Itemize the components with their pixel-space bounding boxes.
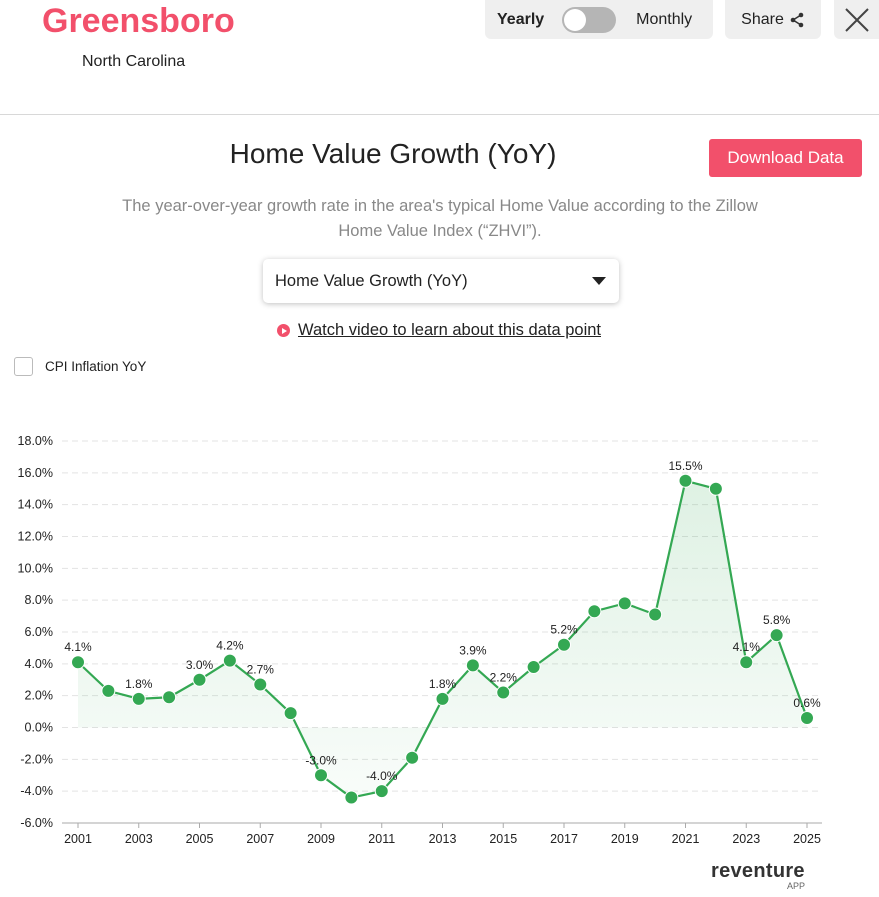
y-tick-label: 0.0% — [25, 721, 54, 735]
city-name: Greensboro — [42, 2, 235, 40]
toggle-yearly-label: Yearly — [497, 10, 545, 28]
data-point — [192, 672, 207, 687]
data-point — [253, 677, 268, 692]
caret-down-icon — [592, 277, 606, 285]
x-tick-label: 2011 — [368, 832, 395, 846]
data-point — [405, 750, 420, 765]
page-title: Home Value Growth (YoY) — [229, 138, 557, 169]
data-point — [101, 683, 116, 698]
share-button[interactable]: Share — [725, 0, 821, 39]
y-tick-label: 4.0% — [25, 657, 54, 671]
share-label: Share — [741, 10, 784, 28]
data-point — [769, 628, 784, 643]
close-button[interactable] — [834, 0, 879, 39]
data-label: 4.2% — [216, 639, 244, 653]
x-tick-label: 2023 — [732, 832, 760, 846]
y-tick-label: -4.0% — [20, 784, 53, 798]
data-label: 0.6% — [793, 696, 821, 710]
data-point — [374, 784, 389, 799]
toggle-knob — [564, 8, 587, 31]
data-label: 2.2% — [490, 670, 518, 684]
data-label: 2.7% — [247, 663, 275, 677]
y-tick-label: 16.0% — [18, 466, 53, 480]
data-label: 1.8% — [429, 677, 457, 691]
data-point — [617, 596, 632, 611]
data-label: 15.5% — [668, 459, 702, 473]
data-point — [283, 706, 298, 721]
data-label: 3.0% — [186, 658, 214, 672]
divider — [0, 114, 879, 115]
data-point — [465, 658, 480, 673]
description: The year-over-year growth rate in the ar… — [122, 197, 758, 240]
x-tick-label: 2007 — [246, 832, 274, 846]
home-value-growth-chart: -6.0% -4.0% -2.0% 0.0% 2.0% 4.0% 6.0% 8.0% 10.0%… — [18, 434, 822, 846]
y-tick-label: 6.0% — [25, 625, 54, 639]
data-point — [526, 660, 541, 675]
data-label: -4.0% — [366, 769, 398, 783]
x-tick-label: 2013 — [429, 832, 457, 846]
x-tick-label: 2025 — [793, 832, 821, 846]
reventure-logo-sub: APP — [787, 881, 806, 891]
x-tick-label: 2001 — [64, 832, 92, 846]
data-point — [708, 481, 723, 496]
data-point — [71, 655, 85, 670]
y-tick-label: 8.0% — [25, 593, 54, 607]
data-label: 1.8% — [125, 677, 153, 691]
cpi-checkbox[interactable] — [14, 357, 33, 376]
data-label: 5.2% — [550, 623, 578, 637]
data-label: 4.1% — [733, 640, 761, 654]
x-tick-label: 2019 — [611, 832, 639, 846]
y-tick-label: 2.0% — [25, 689, 54, 703]
data-point — [222, 653, 237, 668]
y-tick-label: 10.0% — [18, 561, 53, 575]
data-label: 5.8% — [763, 613, 791, 627]
toggle-switch[interactable] — [562, 6, 617, 33]
x-tick-label: 2017 — [550, 832, 578, 846]
area-fill — [78, 480, 807, 798]
data-point — [557, 637, 571, 652]
x-tick-label: 2003 — [125, 832, 153, 846]
y-tick-label: 12.0% — [18, 530, 53, 544]
share-icon — [790, 12, 804, 27]
data-point — [314, 768, 328, 783]
metric-select-value: Home Value Growth (YoY) — [275, 271, 468, 290]
x-tick-label: 2015 — [489, 832, 517, 846]
frequency-toggle[interactable]: Yearly Monthly — [485, 0, 713, 39]
data-point — [800, 710, 814, 725]
data-label: -3.0% — [305, 753, 337, 767]
play-icon — [277, 324, 290, 337]
data-point — [678, 473, 693, 488]
y-tick-label: 18.0% — [18, 434, 53, 448]
cpi-label: CPI Inflation YoY — [45, 359, 147, 374]
data-point — [739, 655, 754, 670]
data-point — [648, 607, 663, 622]
cpi-inflation-toggle[interactable]: CPI Inflation YoY — [14, 357, 146, 376]
close-icon — [844, 7, 869, 32]
y-tick-label: -6.0% — [20, 816, 53, 830]
x-tick-label: 2009 — [307, 832, 335, 846]
data-point — [344, 790, 359, 805]
data-label: 3.9% — [459, 643, 487, 657]
state-name: North Carolina — [82, 53, 186, 70]
data-point — [587, 604, 602, 619]
download-data-button[interactable]: Download Data — [709, 139, 862, 177]
watch-video-link[interactable]: Watch video to learn about this data poi… — [277, 321, 601, 340]
reventure-logo: reventure — [711, 860, 805, 882]
toggle-monthly-label: Monthly — [636, 10, 693, 28]
y-tick-label: 14.0% — [18, 498, 53, 512]
watch-video-label: Watch video to learn about this data poi… — [298, 321, 601, 339]
data-point — [131, 691, 146, 706]
metric-select[interactable]: Home Value Growth (YoY) — [263, 259, 619, 303]
data-label: 4.1% — [64, 640, 92, 654]
data-point — [162, 690, 177, 705]
y-tick-label: -2.0% — [20, 752, 53, 766]
data-point — [435, 691, 450, 706]
x-tick-label: 2021 — [672, 832, 700, 846]
data-point — [496, 685, 511, 700]
x-tick-label: 2005 — [186, 832, 214, 846]
